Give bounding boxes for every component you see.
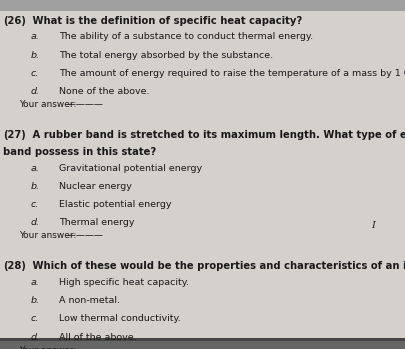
Text: Your answer:: Your answer: (19, 231, 77, 240)
Text: Your answer:: Your answer: (19, 346, 77, 349)
Text: A non-metal.: A non-metal. (59, 296, 119, 305)
Text: ————: ———— (64, 231, 103, 240)
Text: b.: b. (30, 51, 39, 60)
Text: Which of these would be the properties and characteristics of an insulator?: Which of these would be the properties a… (29, 261, 405, 272)
Text: Low thermal conductivity.: Low thermal conductivity. (59, 314, 180, 324)
Text: c.: c. (30, 69, 38, 78)
Text: d.: d. (30, 218, 39, 227)
Text: The amount of energy required to raise the temperature of a mass by 1 C.: The amount of energy required to raise t… (59, 69, 405, 78)
Bar (0, 338, 405, 341)
Text: Thermal energy: Thermal energy (59, 218, 134, 227)
Text: a.: a. (30, 278, 39, 287)
Text: ———: ——— (64, 346, 94, 349)
Text: ————: ———— (64, 100, 103, 109)
Text: All of the above.: All of the above. (59, 333, 136, 342)
Text: c.: c. (30, 314, 38, 324)
Text: Nuclear energy: Nuclear energy (59, 182, 131, 191)
Text: b.: b. (30, 296, 39, 305)
Text: Elastic potential energy: Elastic potential energy (59, 200, 171, 209)
Text: None of the above.: None of the above. (59, 87, 149, 96)
Text: d.: d. (30, 87, 39, 96)
Text: The ability of a substance to conduct thermal energy.: The ability of a substance to conduct th… (59, 32, 312, 42)
Text: High specific heat capacity.: High specific heat capacity. (59, 278, 188, 287)
Text: c.: c. (30, 200, 38, 209)
Bar (0, 0, 405, 11)
Text: The total energy absorbed by the substance.: The total energy absorbed by the substan… (59, 51, 272, 60)
Text: band possess in this state?: band possess in this state? (3, 147, 156, 157)
Text: d.: d. (30, 333, 39, 342)
Text: A rubber band is stretched to its maximum length. What type of energy does the r: A rubber band is stretched to its maximu… (29, 130, 405, 140)
Text: (27): (27) (3, 130, 26, 140)
Text: a.: a. (30, 164, 39, 173)
Text: a.: a. (30, 32, 39, 42)
Text: (26): (26) (3, 16, 26, 26)
Text: Your answer:: Your answer: (19, 100, 77, 109)
Text: What is the definition of specific heat capacity?: What is the definition of specific heat … (29, 16, 302, 26)
Text: Gravitational potential energy: Gravitational potential energy (59, 164, 202, 173)
Text: b.: b. (30, 182, 39, 191)
Text: (28): (28) (3, 261, 26, 272)
Text: I: I (371, 221, 375, 230)
Bar (0, 341, 405, 349)
